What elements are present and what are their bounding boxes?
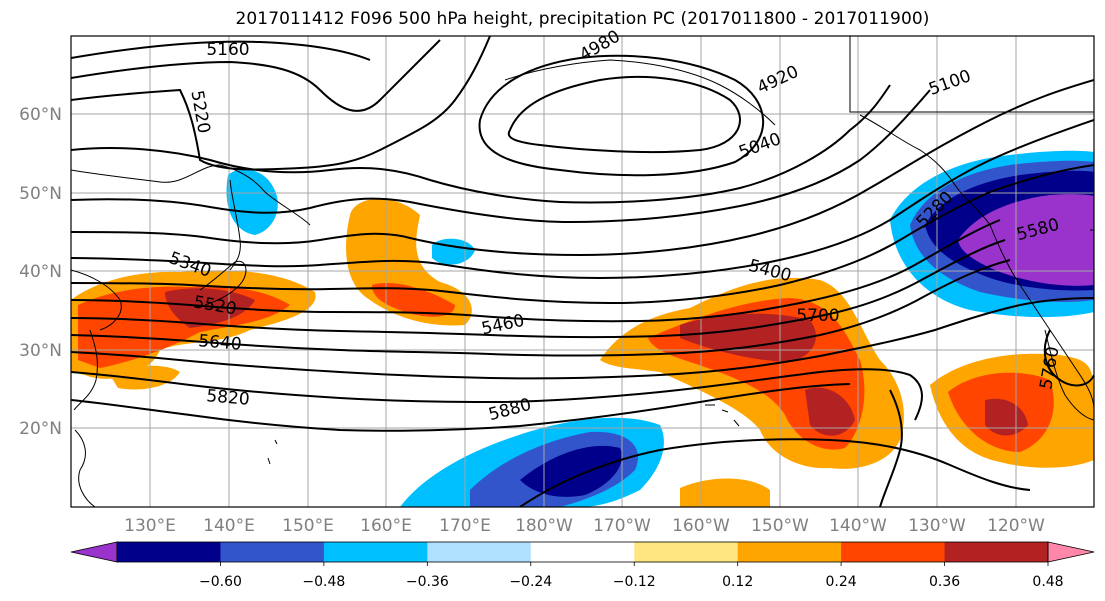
longitude-labels: 130°E 140°E 150°E 160°E 170°E 180°W 170°W 160°W…: [124, 516, 1045, 536]
contour-label: 4980: [576, 27, 623, 66]
colorbar-box: [323, 542, 428, 562]
contour-label: 5220: [186, 89, 213, 135]
lat-label: 30°N: [19, 341, 62, 361]
colorbar-frame: [116, 541, 1049, 563]
lon-label: 120°W: [987, 516, 1045, 536]
colorbar-tick-label: 0.24: [826, 574, 857, 590]
colorbar-tick-label: −0.36: [406, 574, 449, 590]
colorbar-box: [841, 542, 946, 562]
colorbar-tick-label: −0.12: [613, 574, 656, 590]
lon-label: 150°W: [751, 516, 809, 536]
colorbar-extend-low: [70, 541, 118, 563]
contour-label: 5880: [487, 395, 534, 426]
contour-label: 4920: [754, 62, 802, 98]
map-title: 2017011412 F096 500 hPa height, precipit…: [235, 9, 930, 29]
lat-label: 40°N: [19, 262, 62, 282]
lon-label: 130°E: [124, 516, 176, 536]
contour-label: 5160: [206, 40, 249, 60]
colorbar-box: [530, 542, 635, 562]
colorbar-tick-label: 0.36: [929, 574, 960, 590]
colorbar-tick-label: 0.48: [1032, 574, 1063, 590]
colorbar-box: [944, 542, 1049, 562]
map-frame: [70, 35, 1095, 508]
colorbar-box: [634, 542, 739, 562]
lat-label: 60°N: [19, 105, 62, 125]
lat-label: 50°N: [19, 184, 62, 204]
colorbar-tick-label: −0.24: [509, 574, 552, 590]
contour-label: 5460: [480, 311, 526, 340]
lon-label: 170°E: [439, 516, 491, 536]
lon-label: 130°W: [908, 516, 966, 536]
contour-label: 5700: [796, 306, 839, 326]
contour-label: 5640: [198, 331, 243, 355]
colorbar-box: [220, 542, 325, 562]
lon-label: 180°W: [515, 516, 573, 536]
lat-label: 20°N: [19, 419, 62, 439]
colorbar-tick-labels: −0.60 −0.48 −0.36 −0.24 −0.12 0.12 0.24 0.36 0.4…: [199, 562, 1064, 590]
colorbar-box: [427, 542, 532, 562]
lon-label: 140°E: [203, 516, 255, 536]
colorbar-box: [117, 542, 221, 562]
lon-label: 170°W: [593, 516, 651, 536]
lon-label: 150°E: [282, 516, 334, 536]
precip-shading: [71, 150, 1094, 507]
contour-label: 5820: [206, 386, 251, 410]
lon-label: 160°E: [360, 516, 412, 536]
precip-negative-okhotsk: [226, 169, 278, 235]
latitude-labels: 60°N 50°N 40°N 30°N 20°N: [19, 105, 62, 439]
lon-label: 140°W: [829, 516, 887, 536]
colorbar-extend-high: [1047, 541, 1095, 563]
colorbar-tick-label: −0.48: [302, 574, 345, 590]
lon-label: 160°W: [672, 516, 730, 536]
colorbar: [70, 541, 1095, 563]
colorbar-box: [737, 542, 842, 562]
height-contours: [71, 36, 1094, 507]
colorbar-tick-label: 0.12: [722, 574, 753, 590]
contour-label: 5100: [926, 66, 973, 100]
colorbar-tick-label: −0.60: [199, 574, 242, 590]
